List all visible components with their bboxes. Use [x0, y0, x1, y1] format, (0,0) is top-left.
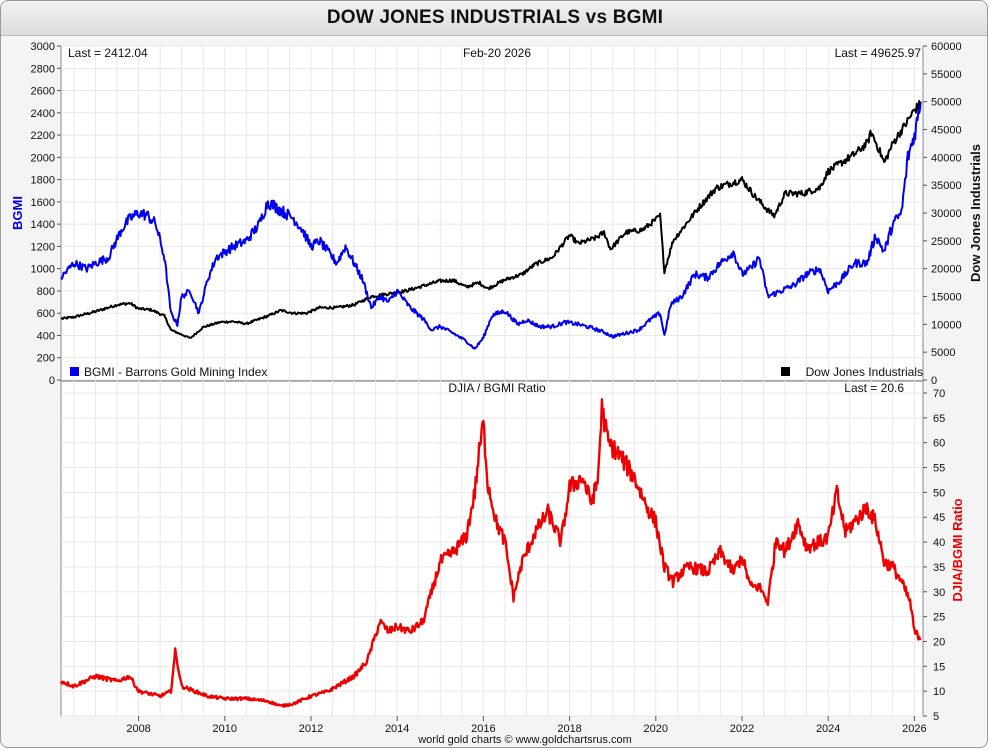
bgmi-tick-label: 1200: [31, 241, 55, 253]
djia-tick-label: 35000: [931, 180, 962, 192]
ratio-last-label: Last = 20.6: [844, 381, 904, 395]
bgmi-tick-label: 1600: [31, 197, 55, 209]
grid-lines: [61, 45, 923, 717]
year-tick-label: 2014: [385, 723, 409, 735]
ratio-tick-label: 65: [933, 413, 945, 425]
ratio-tick-label: 55: [933, 463, 945, 475]
bgmi-axis-label: BGMI: [10, 196, 25, 230]
bgmi-tick-label: 400: [37, 330, 55, 342]
ratio-tick-label: 15: [933, 661, 945, 673]
bgmi-tick-label: 2000: [31, 152, 55, 164]
series-group: [59, 100, 922, 708]
bgmi-tick-label: 2800: [31, 63, 55, 75]
ratio-tick-label: 35: [933, 562, 945, 574]
djia-legend-label: Dow Jones Industrials: [806, 365, 923, 379]
djia-tick-label: 10000: [931, 319, 962, 331]
ratio-tick-label: 10: [933, 686, 945, 698]
year-tick-label: 2012: [299, 723, 323, 735]
ratio-tick-label: 70: [933, 388, 945, 400]
djia-tick-label: 50000: [931, 97, 962, 109]
bgmi-tick-label: 1800: [31, 175, 55, 187]
title-bar: DOW JONES INDUSTRIALS vs BGMI: [1, 1, 987, 36]
djia-tick-label: 20000: [931, 264, 962, 276]
bgmi-tick-label: 1400: [31, 219, 55, 231]
djia-tick-label: 55000: [931, 69, 962, 81]
bgmi-tick-label: 0: [49, 375, 55, 387]
ratio-tick-label: 20: [933, 636, 945, 648]
bgmi-legend-label: BGMI - Barrons Gold Mining Index: [84, 365, 267, 379]
djia-legend-swatch: [781, 367, 790, 376]
bgmi-tick-label: 600: [37, 308, 55, 320]
axes: 0200400600800100012001400160018002000220…: [31, 41, 962, 735]
djia-tick-label: 25000: [931, 236, 962, 248]
year-tick-label: 2018: [557, 723, 581, 735]
year-tick-label: 2024: [816, 723, 840, 735]
ratio-tick-label: 5: [933, 711, 939, 723]
bgmi-series-line: [60, 101, 922, 350]
ratio-axis-label: DJIA/BGMI Ratio: [950, 498, 965, 601]
year-tick-label: 2020: [644, 723, 668, 735]
djia-tick-label: 0: [931, 375, 937, 387]
footer-credit: world gold charts © www.goldchartsrus.co…: [417, 734, 632, 746]
djia-tick-label: 15000: [931, 292, 962, 304]
year-tick-label: 2016: [471, 723, 495, 735]
chart-title: DOW JONES INDUSTRIALS vs BGMI: [326, 7, 664, 28]
bgmi-tick-label: 1000: [31, 264, 55, 276]
year-tick-label: 2026: [902, 723, 926, 735]
djia-tick-label: 60000: [931, 41, 962, 53]
year-tick-label: 2008: [126, 723, 150, 735]
bgmi-tick-label: 2400: [31, 108, 55, 120]
djia-series-line: [60, 100, 921, 339]
ratio-tick-label: 40: [933, 537, 945, 549]
ratio-tick-label: 45: [933, 512, 945, 524]
date-label: Feb-20 2026: [463, 46, 531, 60]
bgmi-tick-label: 3000: [31, 41, 55, 53]
djia-tick-label: 45000: [931, 125, 962, 137]
djia-tick-label: 30000: [931, 208, 962, 220]
djia-axis-label: Dow Jones Industrials: [968, 144, 983, 282]
bgmi-last-label: Last = 2412.04: [68, 46, 148, 60]
bgmi-tick-label: 200: [37, 353, 55, 365]
bgmi-tick-label: 2200: [31, 130, 55, 142]
bgmi-tick-label: 2600: [31, 86, 55, 98]
year-tick-label: 2010: [213, 723, 237, 735]
ratio-tick-label: 30: [933, 587, 945, 599]
djia-tick-label: 5000: [931, 347, 955, 359]
djia-last-label: Last = 49625.97: [835, 46, 922, 60]
ratio-tick-label: 60: [933, 438, 945, 450]
bgmi-legend-swatch: [70, 367, 79, 376]
ratio-tick-label: 50: [933, 487, 945, 499]
ratio-tick-label: 25: [933, 612, 945, 624]
ratio-series-line: [59, 398, 922, 708]
ratio-title: DJIA / BGMI Ratio: [448, 381, 546, 395]
year-tick-label: 2022: [730, 723, 754, 735]
bgmi-tick-label: 800: [37, 286, 55, 298]
djia-tick-label: 40000: [931, 152, 962, 164]
